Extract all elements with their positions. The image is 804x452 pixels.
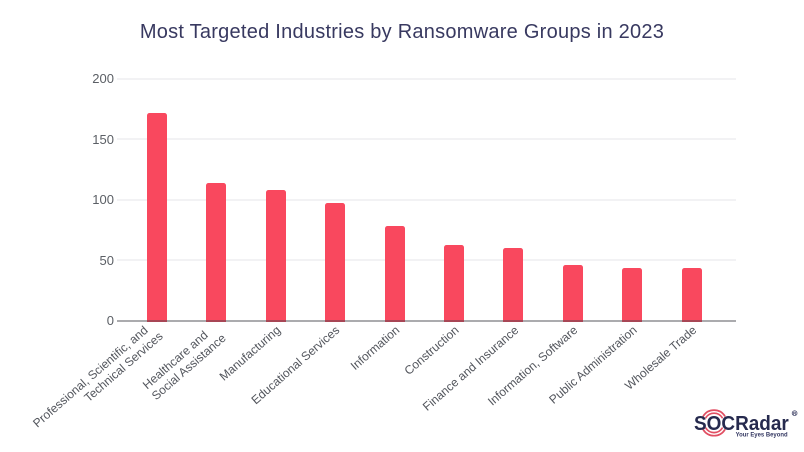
svg-text:Your Eyes Beyond: Your Eyes Beyond xyxy=(736,432,788,439)
svg-text:SOCRadar: SOCRadar xyxy=(694,413,789,435)
svg-text:R: R xyxy=(793,411,797,416)
